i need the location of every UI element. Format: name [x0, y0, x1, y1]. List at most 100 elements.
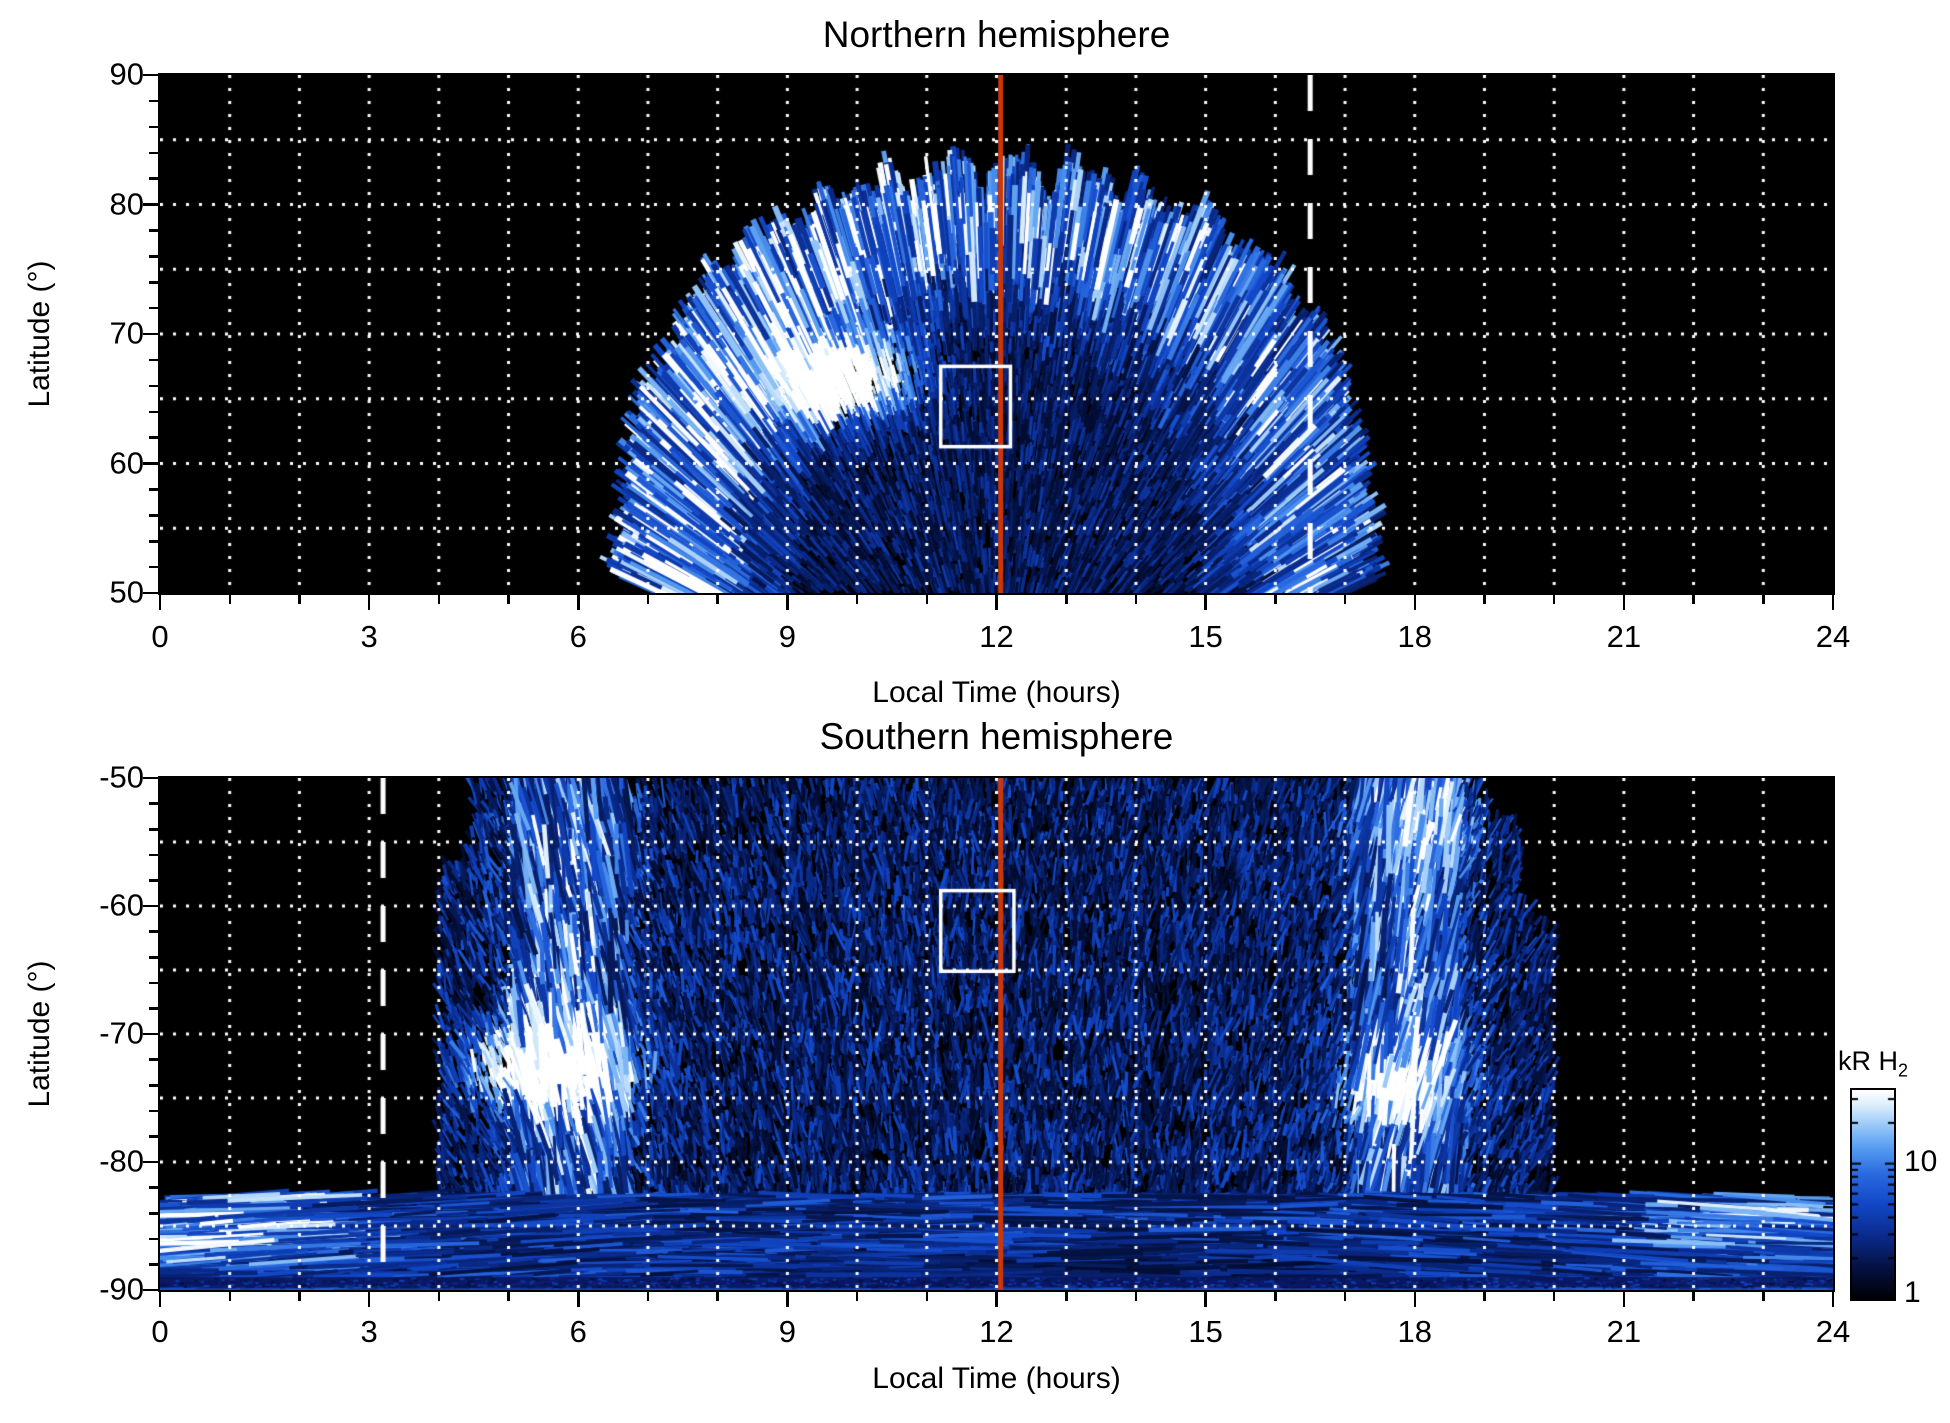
north-x-tick	[1413, 595, 1417, 610]
south-y-tick	[143, 904, 158, 908]
south-y-tick	[149, 1135, 158, 1138]
south-x-tick	[1692, 1292, 1695, 1301]
north-y-tick-label: 60	[109, 444, 144, 480]
north-x-tick-label: 9	[778, 619, 796, 654]
north-x-tick	[1134, 595, 1138, 604]
south-y-tick	[149, 956, 158, 959]
colorbar-label-subscript: 2	[1898, 1060, 1909, 1081]
north-x-tick	[855, 595, 859, 604]
south-x-tick	[367, 1292, 371, 1307]
south-y-tick	[149, 802, 158, 805]
north-y-tick	[143, 73, 158, 77]
north-y-tick-label: 90	[109, 56, 144, 92]
north-x-tick	[228, 595, 231, 604]
north-x-tick	[1622, 595, 1626, 610]
south-x-tick	[1552, 1292, 1556, 1301]
north-x-axis-label: Local Time (hours)	[872, 676, 1121, 709]
south-x-tick	[1622, 1292, 1626, 1307]
north-y-tick	[149, 384, 158, 388]
south-y-tick-label: -90	[99, 1271, 144, 1307]
north-x-tick-label: 6	[569, 619, 587, 654]
north-x-tick-label: 21	[1606, 619, 1642, 654]
north-y-tick	[149, 565, 158, 569]
south-y-tick-label: -50	[99, 759, 144, 795]
north-x-tick	[507, 595, 510, 604]
north-x-tick	[1552, 595, 1556, 604]
south-x-tick	[1483, 1292, 1486, 1301]
north-y-tick	[149, 125, 158, 129]
north-title: Northern hemisphere	[822, 14, 1171, 55]
south-y-tick	[149, 1212, 158, 1215]
colorbar-tick-label: 1	[1904, 1276, 1921, 1309]
south-y-axis-label: Latitude (°)	[23, 960, 56, 1108]
south-x-tick	[507, 1292, 510, 1301]
north-y-tick	[143, 332, 158, 336]
north-y-tick-label: 70	[109, 315, 144, 351]
south-x-tick	[1762, 1292, 1765, 1301]
south-y-tick	[143, 1288, 158, 1292]
south-x-tick	[786, 1292, 789, 1307]
south-y-tick	[149, 930, 158, 933]
south-x-tick	[1274, 1292, 1277, 1301]
south-y-tick	[149, 1237, 158, 1241]
south-x-axis-label: Local Time (hours)	[872, 1362, 1121, 1395]
north-x-tick-label: 12	[979, 619, 1014, 654]
north-x-tick-label: 15	[1188, 619, 1223, 654]
south-x-tick	[855, 1292, 859, 1301]
south-x-tick-label: 18	[1397, 1314, 1432, 1349]
north-x-tick-label: 0	[151, 619, 169, 654]
north-x-tick	[1343, 595, 1347, 604]
south-x-tick	[1134, 1292, 1138, 1301]
south-y-tick-label: -70	[99, 1015, 144, 1051]
north-x-tick	[158, 595, 162, 610]
south-x-tick-label: 21	[1606, 1314, 1642, 1349]
north-y-axis-label: Latitude (°)	[23, 260, 56, 408]
colorbar-gradient-canvas	[1852, 1090, 1894, 1299]
south-y-tick	[143, 1160, 158, 1164]
north-x-tick	[1831, 595, 1835, 610]
north-x-tick	[1065, 595, 1068, 604]
south-y-tick	[149, 1186, 158, 1189]
north-y-tick	[149, 99, 158, 103]
south-y-tick	[149, 1058, 158, 1061]
north-y-tick	[149, 410, 158, 413]
north-x-tick	[1204, 595, 1207, 610]
north-x-tick	[298, 595, 301, 604]
north-x-tick	[646, 595, 650, 604]
south-x-tick	[1065, 1292, 1068, 1301]
north-x-tick-label: 24	[1815, 619, 1851, 654]
north-y-tick	[149, 255, 158, 258]
north-x-tick	[437, 595, 441, 604]
north-y-tick-label: 50	[109, 574, 144, 610]
north-x-tick	[1483, 595, 1486, 604]
south-plot-area	[158, 776, 1835, 1292]
south-x-tick	[646, 1292, 650, 1301]
north-y-tick	[149, 358, 158, 362]
south-y-tick	[149, 981, 158, 985]
south-x-tick	[228, 1292, 231, 1301]
colorbar-label: kR H2	[1838, 1046, 1908, 1081]
south-y-tick	[149, 828, 158, 831]
north-x-tick	[367, 595, 371, 610]
north-y-tick	[149, 281, 158, 284]
south-x-tick-label: 6	[569, 1314, 587, 1349]
south-x-tick-label: 24	[1815, 1314, 1851, 1349]
south-y-tick-label: -80	[99, 1143, 144, 1179]
south-title: Southern hemisphere	[819, 716, 1174, 757]
north-x-tick	[577, 595, 580, 610]
south-y-tick	[143, 776, 158, 780]
north-y-tick	[143, 462, 158, 465]
north-x-tick	[995, 595, 998, 610]
north-y-tick	[149, 436, 158, 439]
north-x-tick	[1762, 595, 1765, 604]
south-y-tick	[149, 1263, 158, 1266]
south-x-tick	[577, 1292, 580, 1307]
north-y-tick	[149, 488, 158, 491]
north-x-tick-label: 3	[360, 619, 378, 654]
south-x-tick	[1831, 1292, 1835, 1307]
north-x-tick	[786, 595, 789, 610]
north-y-tick	[149, 229, 158, 232]
north-y-tick	[143, 203, 158, 206]
south-y-tick	[149, 1109, 158, 1113]
